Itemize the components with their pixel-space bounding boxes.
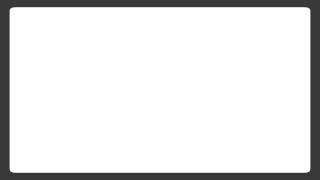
Text: 7/13: 7/13 — [67, 94, 88, 105]
FancyBboxPatch shape — [36, 68, 290, 157]
Text: Which of the following has the lowest value?: Which of the following has the lowest va… — [44, 22, 276, 32]
Text: 2  6: 2 6 — [160, 46, 179, 56]
Circle shape — [42, 95, 58, 104]
Circle shape — [42, 135, 58, 143]
Text: 3/5: 3/5 — [67, 134, 82, 144]
Circle shape — [42, 75, 58, 84]
Text: 2/3: 2/3 — [67, 55, 82, 65]
Circle shape — [42, 55, 58, 64]
Text: 3  → 1.5: 3 → 1.5 — [160, 64, 199, 74]
Text: 4/7: 4/7 — [67, 114, 82, 124]
Text: 5/9: 5/9 — [67, 75, 82, 85]
Circle shape — [42, 115, 58, 124]
